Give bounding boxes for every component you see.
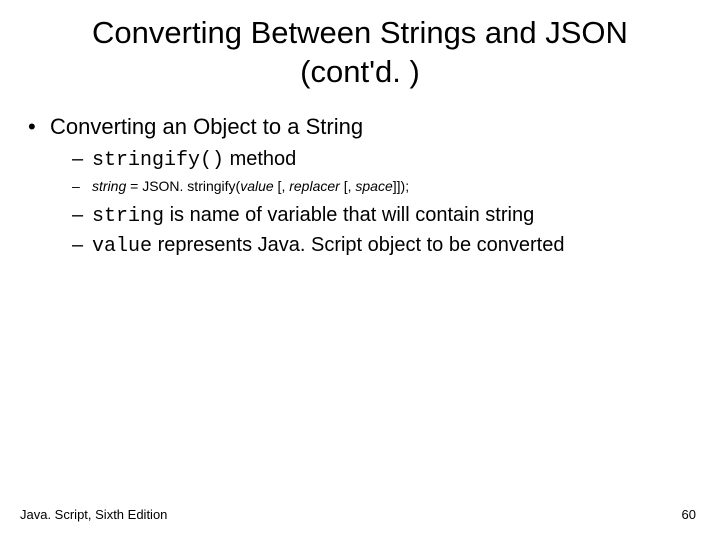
code-text: = JSON. stringify( bbox=[126, 178, 240, 194]
slide-body: Converting an Object to a String stringi… bbox=[0, 92, 720, 258]
italic-text: string bbox=[92, 178, 126, 194]
code-text: stringify() bbox=[92, 149, 224, 172]
bullet-text: is name of variable that will contain st… bbox=[164, 204, 534, 226]
code-text: ]]); bbox=[393, 178, 409, 194]
bullet-text: method bbox=[224, 148, 296, 170]
bullet-text: represents Java. Script object to be con… bbox=[152, 234, 564, 256]
code-text: [, bbox=[340, 178, 356, 194]
page-number: 60 bbox=[682, 507, 696, 522]
code-text: string bbox=[92, 205, 164, 228]
bullet-level2: value represents Java. Script object to … bbox=[20, 234, 700, 258]
slide: Converting Between Strings and JSON (con… bbox=[0, 0, 720, 540]
title-line-2: (cont'd. ) bbox=[300, 54, 420, 89]
italic-text: replacer bbox=[289, 178, 340, 194]
slide-title: Converting Between Strings and JSON (con… bbox=[0, 0, 720, 92]
title-line-1: Converting Between Strings and JSON bbox=[92, 15, 628, 50]
code-text: [, bbox=[274, 178, 290, 194]
bullet-level2-small: string = JSON. stringify(value [, replac… bbox=[20, 178, 700, 194]
footer-left: Java. Script, Sixth Edition bbox=[20, 507, 167, 522]
bullet-level2: stringify() method bbox=[20, 148, 700, 172]
bullet-level1: Converting an Object to a String bbox=[20, 114, 700, 140]
footer-text: 60 bbox=[682, 507, 696, 522]
bullet-text: Converting an Object to a String bbox=[50, 114, 363, 139]
italic-text: value bbox=[240, 178, 273, 194]
bullet-level2: string is name of variable that will con… bbox=[20, 204, 700, 228]
code-text: value bbox=[92, 235, 152, 258]
footer-text: Java. Script, Sixth Edition bbox=[20, 507, 167, 522]
italic-text: space bbox=[355, 178, 392, 194]
